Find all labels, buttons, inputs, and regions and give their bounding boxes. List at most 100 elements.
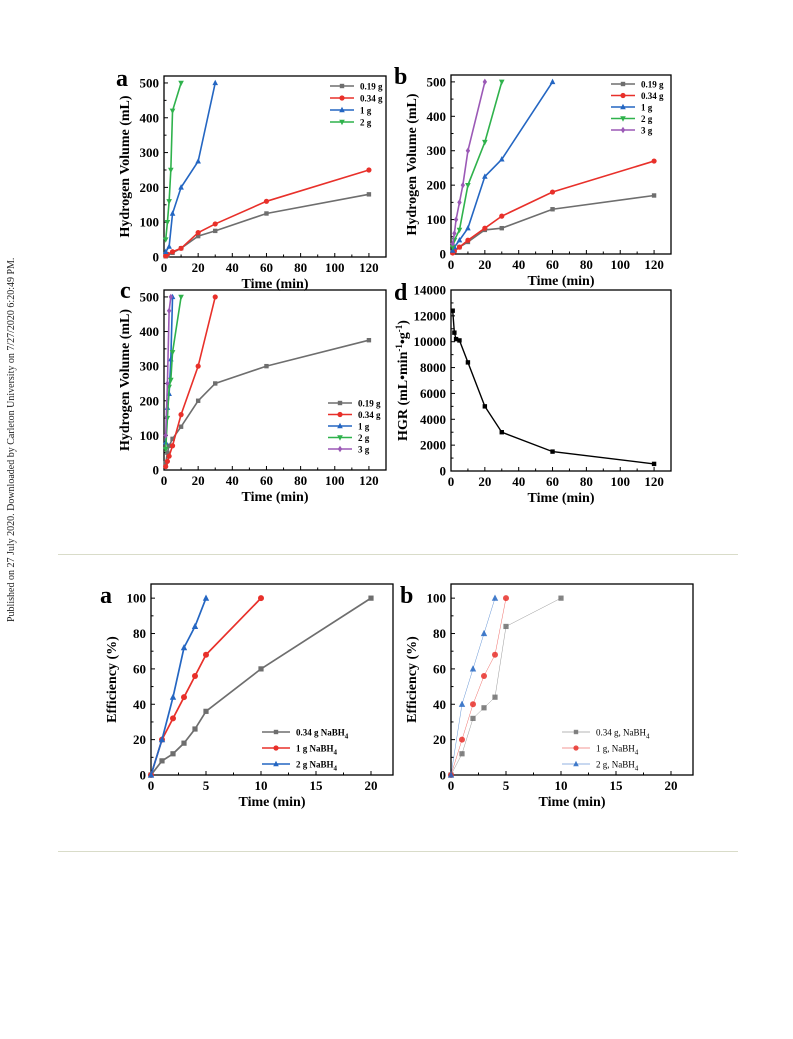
y-tick-label: 4000: [420, 412, 446, 427]
data-point: [178, 184, 184, 190]
y-tick-label: 10000: [414, 334, 447, 349]
y-tick-label: 100: [427, 591, 447, 606]
series-line: [452, 160, 655, 254]
plot-frame: [450, 583, 694, 776]
data-point: [162, 248, 169, 254]
y-tick-label: 80: [433, 626, 446, 641]
data-point: [470, 701, 476, 708]
series-0-34-g: [163, 294, 218, 470]
legend: 0.34 g, NaBH4 1 g, NaBH4 2 g, NaBH4: [562, 728, 650, 773]
data-point: [491, 594, 499, 601]
data-point: [480, 629, 488, 637]
y-tick-label: 0: [140, 768, 147, 783]
plot-frame: [450, 289, 672, 472]
figure-divider-bottom: [58, 851, 738, 852]
data-point: [465, 147, 471, 154]
data-point: [162, 237, 169, 243]
data-point: [164, 219, 171, 226]
x-tick-label: 15: [310, 778, 324, 793]
x-tick-label: 100: [610, 474, 630, 489]
data-point: [470, 715, 476, 722]
panel-letter: d: [394, 280, 408, 306]
series-0-34-g: [450, 158, 657, 256]
data-point: [170, 751, 176, 757]
legend-label: 0.34 g NaBH4: [296, 728, 349, 741]
legend-label: 1 g: [641, 103, 653, 113]
data-point: [447, 771, 455, 778]
data-point: [180, 644, 188, 651]
x-axis-title: Time (min): [241, 490, 308, 505]
legend-marker: [339, 95, 345, 101]
legend-marker: [273, 729, 279, 735]
figure-divider-top: [58, 554, 738, 555]
legend-marker: [620, 103, 626, 110]
data-point: [168, 167, 174, 174]
data-point: [213, 381, 218, 386]
data-point: [195, 398, 201, 403]
legend: 0.19 g0.34 g 1 g2 g 3 g: [328, 399, 381, 455]
y-tick-label: 100: [140, 215, 160, 230]
x-tick-label: 5: [503, 778, 510, 793]
data-point: [158, 736, 166, 743]
data-point: [178, 80, 184, 87]
data-point: [366, 192, 372, 197]
x-tick-label: 100: [325, 473, 345, 488]
data-point: [460, 181, 466, 189]
legend-marker: [337, 435, 343, 441]
data-point: [165, 380, 170, 387]
data-point: [450, 308, 455, 313]
chart-panel-figure1-b: 0 20 40 60 80 100 120 0 100 200 300 400 500 Time (min…: [394, 64, 672, 289]
plot-frame: [163, 289, 387, 471]
legend-label: 2 g: [360, 118, 372, 128]
chart-panel-figure2-a: 0 5 10 15 20 0 20 40 60 80 100 Time (min) Efficiency…: [100, 583, 394, 810]
data-point: [481, 705, 487, 711]
data-point: [195, 233, 201, 239]
chart-panel-figure1-c: 0 20 40 60 80 100 120 0 100 200 300 400 500 Time (min…: [118, 278, 387, 505]
data-point: [465, 224, 471, 231]
legend-label-subscript: 4: [646, 733, 650, 741]
data-point: [169, 350, 176, 356]
series-2-g-nabh: [447, 594, 499, 778]
y-tick-label: 500: [140, 75, 160, 90]
legend-marker: [339, 106, 345, 113]
legend-marker: [273, 745, 279, 751]
legend-label-subscript: 4: [635, 765, 639, 773]
y-axis-title-base: HGR (mL•min: [396, 351, 411, 441]
data-point: [181, 694, 187, 701]
data-point: [166, 199, 172, 205]
y-tick-label: 0: [440, 247, 447, 262]
y-tick-label: 0: [440, 768, 447, 783]
data-point: [163, 432, 168, 439]
data-point: [498, 79, 505, 86]
x-tick-label: 15: [610, 778, 624, 793]
y-axis-title: Efficiency (%): [105, 636, 120, 723]
y-tick-label: 8000: [420, 360, 446, 375]
y-tick-label: 500: [427, 74, 447, 89]
series-line: [164, 296, 217, 467]
legend-label: 2 g NaBH4: [296, 760, 338, 773]
series-2-g: [162, 80, 184, 243]
x-tick-label: 20: [478, 474, 491, 489]
legend-label: 1 g NaBH4: [296, 744, 338, 757]
data-point: [366, 337, 372, 343]
data-point: [492, 694, 498, 700]
data-point: [181, 740, 187, 746]
data-point: [452, 230, 457, 237]
data-point: [178, 412, 184, 418]
x-tick-label: 120: [359, 260, 379, 275]
series-0-19-g: [450, 193, 657, 255]
data-point: [453, 216, 459, 223]
legend-label: 0.34 g: [641, 91, 664, 101]
legend-label: 2 g: [641, 114, 653, 124]
series-line: [164, 296, 182, 450]
y-tick-label: 6000: [420, 386, 446, 401]
legend-label: 2 g, NaBH4: [596, 760, 639, 773]
legend-label: 0.34 g: [360, 94, 383, 104]
x-tick-label: 60: [260, 473, 273, 488]
y-tick-label: 40: [433, 697, 446, 712]
data-point: [651, 461, 657, 467]
data-point: [450, 240, 455, 247]
panel-letter: a: [116, 66, 128, 92]
panel-letter: a: [100, 583, 112, 609]
y-tick-label: 60: [133, 661, 146, 676]
